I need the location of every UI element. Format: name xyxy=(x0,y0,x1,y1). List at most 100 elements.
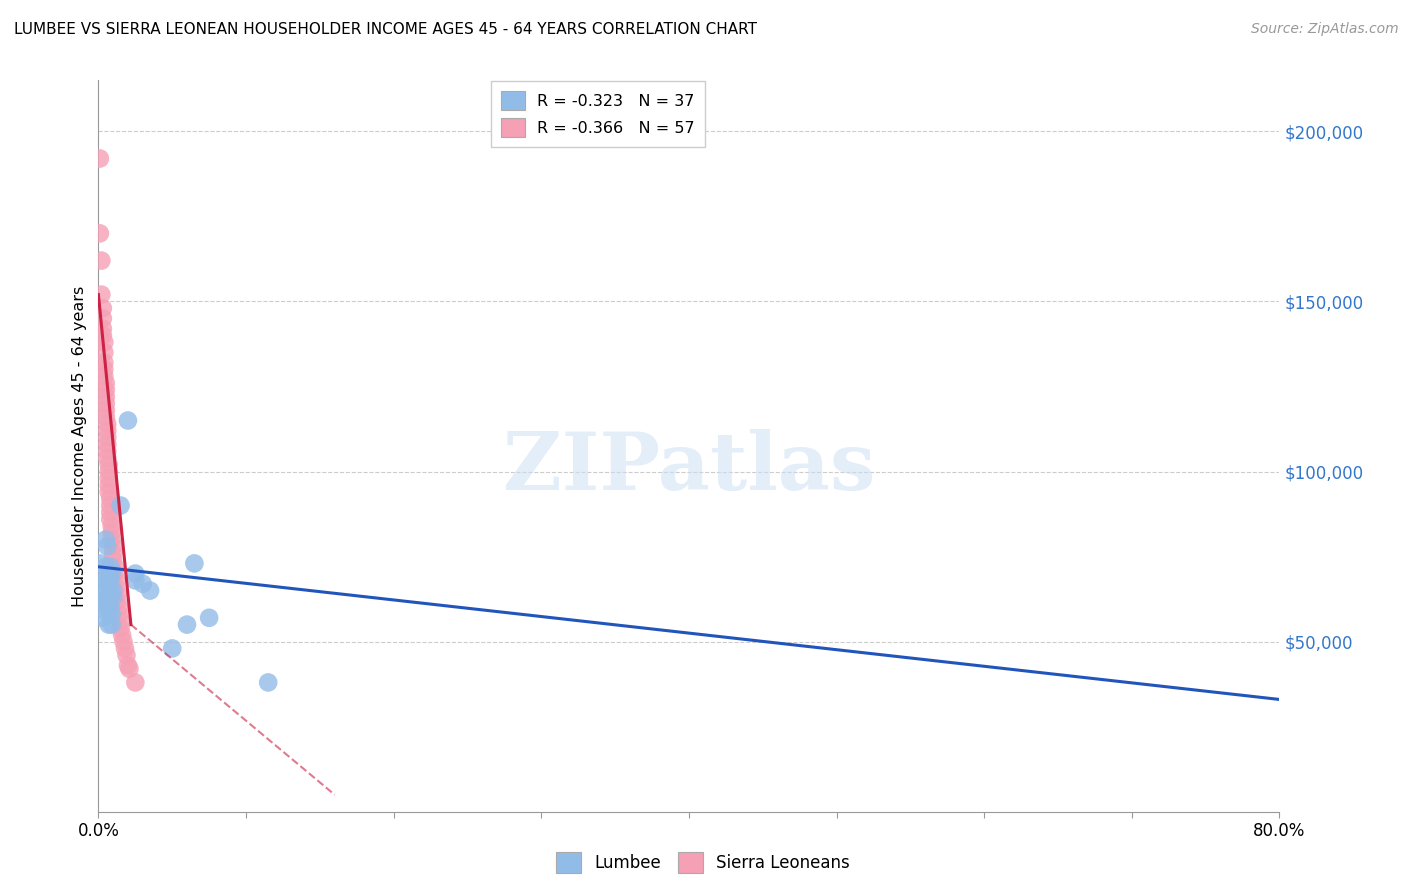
Point xyxy=(100,519,122,533)
Point xyxy=(98,574,121,588)
Point xyxy=(105,580,128,594)
Point xyxy=(98,491,121,506)
Point xyxy=(94,383,117,397)
Point xyxy=(100,533,122,547)
Point xyxy=(98,559,121,574)
Point xyxy=(89,557,111,571)
Point xyxy=(124,566,146,581)
Point xyxy=(110,614,132,628)
Point xyxy=(115,648,138,663)
Point xyxy=(97,617,120,632)
Point xyxy=(100,607,122,622)
Point xyxy=(98,499,121,513)
Point xyxy=(103,540,125,554)
Point xyxy=(117,658,139,673)
Point xyxy=(108,607,131,622)
Point xyxy=(94,390,117,404)
Legend: R = -0.323   N = 37, R = -0.366   N = 57: R = -0.323 N = 37, R = -0.366 N = 57 xyxy=(491,81,704,147)
Point xyxy=(107,587,129,601)
Point xyxy=(94,376,117,390)
Point xyxy=(94,410,117,425)
Point xyxy=(105,574,128,588)
Point xyxy=(97,458,120,472)
Point xyxy=(93,594,115,608)
Text: ZIPatlas: ZIPatlas xyxy=(503,429,875,507)
Point xyxy=(93,335,115,350)
Point xyxy=(100,566,122,581)
Point xyxy=(91,311,114,326)
Text: Source: ZipAtlas.com: Source: ZipAtlas.com xyxy=(1251,22,1399,37)
Point xyxy=(91,611,114,625)
Point xyxy=(108,600,131,615)
Point xyxy=(89,227,111,241)
Point xyxy=(96,430,118,444)
Point xyxy=(97,465,120,479)
Point xyxy=(118,662,141,676)
Point xyxy=(94,403,117,417)
Point xyxy=(93,369,115,384)
Point xyxy=(198,611,221,625)
Point xyxy=(103,553,125,567)
Point xyxy=(97,566,120,581)
Point xyxy=(94,396,117,410)
Point xyxy=(89,152,111,166)
Point xyxy=(103,591,125,605)
Point xyxy=(93,362,115,376)
Point xyxy=(111,628,134,642)
Point xyxy=(257,675,280,690)
Point xyxy=(90,287,112,301)
Point xyxy=(124,675,146,690)
Point xyxy=(98,600,121,615)
Point xyxy=(100,617,122,632)
Legend: Lumbee, Sierra Leoneans: Lumbee, Sierra Leoneans xyxy=(550,846,856,880)
Point xyxy=(96,437,118,451)
Point xyxy=(97,471,120,485)
Point xyxy=(93,574,115,588)
Point xyxy=(97,591,120,605)
Point xyxy=(96,594,118,608)
Point xyxy=(96,574,118,588)
Point xyxy=(96,450,118,465)
Text: LUMBEE VS SIERRA LEONEAN HOUSEHOLDER INCOME AGES 45 - 64 YEARS CORRELATION CHART: LUMBEE VS SIERRA LEONEAN HOUSEHOLDER INC… xyxy=(14,22,756,37)
Point xyxy=(176,617,198,632)
Point xyxy=(91,328,114,343)
Point xyxy=(183,557,205,571)
Point xyxy=(112,634,135,648)
Point xyxy=(93,345,115,359)
Point xyxy=(91,301,114,316)
Point xyxy=(96,444,118,458)
Point xyxy=(97,576,120,591)
Point xyxy=(162,641,183,656)
Point xyxy=(107,594,129,608)
Point xyxy=(96,424,118,438)
Point xyxy=(98,512,121,526)
Point xyxy=(104,566,127,581)
Point xyxy=(94,559,117,574)
Point xyxy=(96,540,118,554)
Point xyxy=(98,505,121,519)
Point xyxy=(114,641,136,656)
Point xyxy=(93,356,115,370)
Point xyxy=(100,525,122,540)
Y-axis label: Householder Income Ages 45 - 64 years: Householder Income Ages 45 - 64 years xyxy=(72,285,87,607)
Point xyxy=(90,591,112,605)
Point xyxy=(94,604,117,618)
Point xyxy=(124,574,146,588)
Point xyxy=(90,253,112,268)
Point xyxy=(103,583,125,598)
Point xyxy=(91,321,114,335)
Point xyxy=(97,484,120,499)
Point xyxy=(117,413,139,427)
Point xyxy=(97,478,120,492)
Point xyxy=(103,546,125,560)
Point xyxy=(110,621,132,635)
Point xyxy=(139,583,162,598)
Point xyxy=(97,600,120,615)
Point xyxy=(98,583,121,598)
Point xyxy=(96,417,118,431)
Point xyxy=(96,583,118,598)
Point xyxy=(104,559,127,574)
Point xyxy=(94,533,117,547)
Point xyxy=(110,499,132,513)
Point xyxy=(132,576,155,591)
